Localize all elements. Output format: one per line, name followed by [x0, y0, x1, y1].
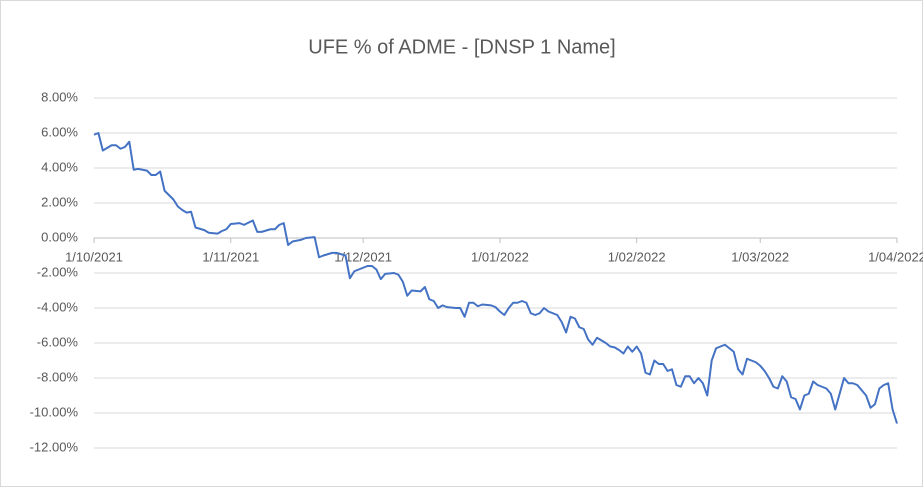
chart-title: UFE % of ADME - [DNSP 1 Name]	[308, 36, 616, 58]
y-tick-label: 6.00%	[41, 124, 78, 139]
data-line	[93, 132, 898, 424]
y-tick-label: -6.00%	[37, 334, 79, 349]
x-tick-label: 1/11/2021	[202, 249, 259, 264]
x-tick-label: 1/02/2022	[608, 249, 666, 264]
y-tick-label: 8.00%	[41, 89, 78, 104]
x-tick-label: 1/04/2022	[868, 249, 923, 264]
x-tick-label: 1/10/2021	[65, 249, 123, 264]
y-tick-label: -12.00%	[30, 439, 79, 454]
y-tick-label: -8.00%	[37, 369, 79, 384]
x-tick-label: 1/01/2022	[471, 249, 529, 264]
y-tick-label: -2.00%	[37, 264, 79, 279]
y-tick-label: 0.00%	[41, 229, 78, 244]
y-tick-label: 4.00%	[41, 159, 78, 174]
y-tick-label: -10.00%	[30, 404, 79, 419]
y-tick-label: 2.00%	[41, 194, 78, 209]
x-tick-label: 1/03/2022	[731, 249, 789, 264]
x-tick-label: 1/12/2021	[334, 249, 392, 264]
y-tick-label: -4.00%	[37, 299, 79, 314]
